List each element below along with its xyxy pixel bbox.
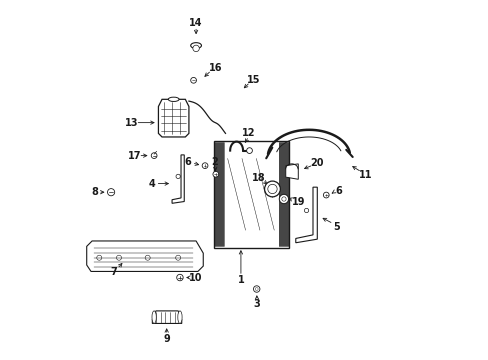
Circle shape xyxy=(255,288,258,291)
Text: 20: 20 xyxy=(310,158,324,168)
Text: 1: 1 xyxy=(237,275,244,285)
Text: 7: 7 xyxy=(110,267,117,277)
Circle shape xyxy=(107,189,115,196)
Circle shape xyxy=(151,153,157,158)
Circle shape xyxy=(281,197,285,201)
Circle shape xyxy=(267,184,277,194)
Circle shape xyxy=(202,163,207,168)
Polygon shape xyxy=(152,311,182,323)
Text: 4: 4 xyxy=(148,179,155,189)
Circle shape xyxy=(253,286,260,292)
Text: 5: 5 xyxy=(333,222,340,231)
Circle shape xyxy=(192,45,199,51)
Polygon shape xyxy=(158,99,188,137)
Text: 2: 2 xyxy=(211,157,218,167)
Text: 19: 19 xyxy=(291,197,305,207)
Circle shape xyxy=(176,274,183,281)
Polygon shape xyxy=(86,241,203,271)
Text: 10: 10 xyxy=(188,273,202,283)
Circle shape xyxy=(190,77,196,83)
Circle shape xyxy=(246,148,252,153)
Text: 15: 15 xyxy=(247,75,261,85)
Text: 6: 6 xyxy=(184,157,191,167)
Circle shape xyxy=(212,171,218,177)
Text: 18: 18 xyxy=(251,173,265,183)
Ellipse shape xyxy=(190,42,201,48)
Polygon shape xyxy=(172,155,184,203)
Text: 17: 17 xyxy=(127,150,141,161)
Text: 3: 3 xyxy=(253,300,260,310)
Text: 14: 14 xyxy=(189,18,203,28)
Text: 6: 6 xyxy=(334,186,341,196)
Circle shape xyxy=(279,194,288,204)
Circle shape xyxy=(323,192,328,198)
Ellipse shape xyxy=(152,311,156,323)
Text: 8: 8 xyxy=(91,187,98,197)
Text: 11: 11 xyxy=(358,170,372,180)
Ellipse shape xyxy=(168,97,179,102)
Text: 16: 16 xyxy=(209,63,222,73)
Circle shape xyxy=(264,181,280,197)
Polygon shape xyxy=(214,140,289,248)
Text: 9: 9 xyxy=(163,333,170,343)
Ellipse shape xyxy=(178,311,182,323)
Text: 12: 12 xyxy=(242,128,255,138)
Polygon shape xyxy=(285,164,298,179)
Polygon shape xyxy=(295,187,317,243)
Text: 13: 13 xyxy=(124,118,138,128)
